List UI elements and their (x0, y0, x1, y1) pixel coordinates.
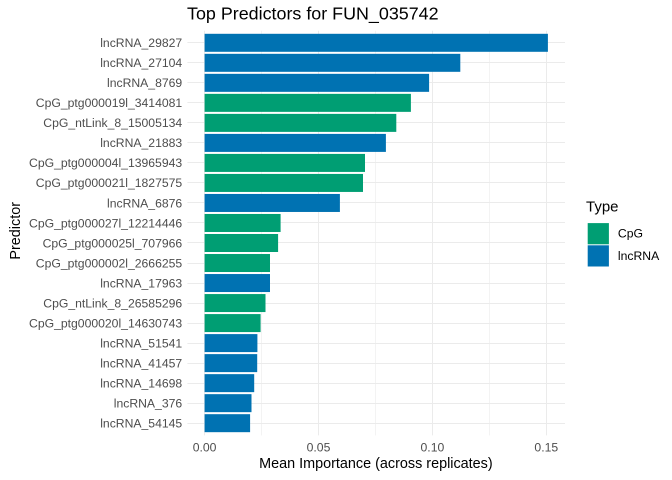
svg-text:Type: Type (586, 199, 619, 216)
svg-text:CpG_ptg000020l_14630743: CpG_ptg000020l_14630743 (29, 316, 182, 330)
svg-text:Predictor: Predictor (8, 202, 24, 260)
svg-text:lncRNA_51541: lncRNA_51541 (100, 336, 182, 350)
svg-text:lncRNA: lncRNA (618, 249, 660, 263)
svg-text:lncRNA_29827: lncRNA_29827 (100, 36, 182, 50)
svg-text:lncRNA_27104: lncRNA_27104 (100, 56, 182, 70)
svg-text:lncRNA_376: lncRNA_376 (114, 396, 183, 410)
svg-text:Mean Importance (across replic: Mean Importance (across replicates) (259, 456, 493, 472)
svg-text:0.00: 0.00 (193, 440, 217, 454)
svg-text:CpG_ptg000002l_2666255: CpG_ptg000002l_2666255 (36, 256, 183, 270)
svg-text:CpG_ntLink_8_15005134: CpG_ntLink_8_15005134 (43, 116, 182, 130)
svg-text:lncRNA_41457: lncRNA_41457 (100, 356, 182, 370)
svg-text:Top Predictors for FUN_035742: Top Predictors for FUN_035742 (187, 4, 439, 25)
svg-text:lncRNA_6876: lncRNA_6876 (107, 196, 182, 210)
svg-text:lncRNA_21883: lncRNA_21883 (100, 136, 182, 150)
svg-text:CpG_ptg000021l_1827575: CpG_ptg000021l_1827575 (36, 176, 183, 190)
svg-text:lncRNA_14698: lncRNA_14698 (100, 376, 182, 390)
svg-text:CpG_ptg000027l_12214446: CpG_ptg000027l_12214446 (29, 216, 182, 230)
svg-text:lncRNA_17963: lncRNA_17963 (100, 276, 182, 290)
svg-text:CpG_ptg000019l_3414081: CpG_ptg000019l_3414081 (36, 96, 183, 110)
svg-text:0.15: 0.15 (534, 440, 558, 454)
svg-text:lncRNA_8769: lncRNA_8769 (107, 76, 182, 90)
svg-text:CpG: CpG (618, 227, 643, 241)
svg-text:CpG_ptg000025l_707966: CpG_ptg000025l_707966 (43, 236, 183, 250)
svg-text:0.05: 0.05 (307, 440, 331, 454)
svg-text:CpG_ntLink_8_26585296: CpG_ntLink_8_26585296 (43, 296, 182, 310)
svg-text:CpG_ptg000004l_13965943: CpG_ptg000004l_13965943 (29, 156, 182, 170)
svg-text:lncRNA_54145: lncRNA_54145 (100, 416, 182, 430)
svg-text:0.10: 0.10 (421, 440, 445, 454)
